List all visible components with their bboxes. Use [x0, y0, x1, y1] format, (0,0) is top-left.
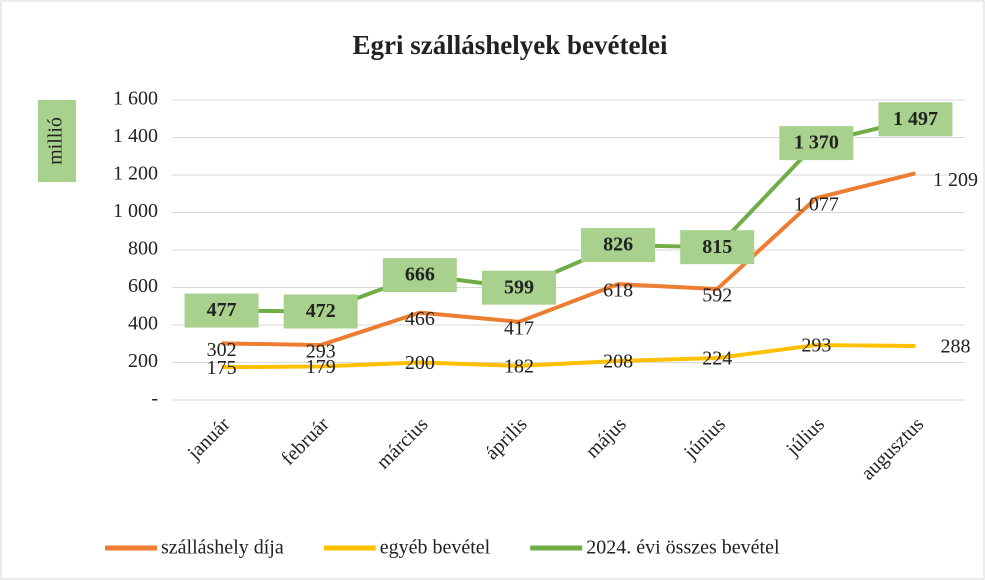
data-label: 466 [405, 308, 435, 330]
y-tick-label: 1 600 [113, 88, 158, 110]
data-label: 592 [702, 285, 732, 307]
data-label: 618 [603, 280, 633, 302]
data-label: 200 [405, 352, 435, 374]
data-label: 1 497 [893, 108, 938, 130]
y-tick-label: 600 [128, 275, 158, 297]
data-label: 477 [207, 299, 237, 321]
series-line [221, 171, 916, 348]
y-axis-label: millió [45, 117, 67, 165]
data-label: 288 [940, 336, 970, 358]
data-label: 182 [504, 355, 534, 377]
data-label: 666 [405, 264, 435, 286]
data-label: 826 [603, 234, 633, 256]
data-label: 179 [306, 356, 336, 378]
data-label-box [680, 230, 755, 265]
data-label-box [283, 294, 358, 329]
data-label-box [581, 228, 656, 263]
data-label: 1 370 [794, 132, 839, 154]
data-label: 224 [702, 348, 732, 370]
data-label: 1 209 [933, 169, 978, 191]
legend-label: szálláshely díja [161, 537, 284, 559]
y-tick-label: 200 [128, 350, 158, 372]
data-label-box [382, 258, 457, 293]
data-label: 815 [702, 236, 732, 258]
data-label-box [481, 270, 556, 305]
y-tick-label: 1 200 [113, 163, 158, 185]
chart-title: Egri szálláshelyek bevételei [353, 30, 668, 60]
y-label-box [38, 100, 76, 182]
legend-label: egyéb bevétel [380, 537, 491, 559]
y-tick-label: - [151, 388, 158, 410]
data-label: 175 [207, 357, 237, 379]
series-line [221, 343, 916, 370]
data-label: 293 [306, 341, 336, 363]
y-tick-label: 1 000 [113, 200, 158, 222]
legend-label: 2024. évi összes bevétel [586, 537, 780, 559]
y-tick-label: 400 [128, 313, 158, 335]
data-label: 293 [801, 335, 831, 357]
data-label: 599 [504, 276, 534, 298]
data-label: 302 [207, 339, 237, 361]
y-tick-label: 1 400 [113, 125, 158, 147]
data-label: 1 077 [794, 194, 839, 216]
data-label: 208 [603, 351, 633, 373]
data-label-box [878, 102, 953, 137]
data-label-box [184, 293, 259, 328]
data-label-box [779, 126, 854, 161]
data-label: 472 [306, 300, 336, 322]
data-label: 417 [504, 317, 534, 339]
y-tick-label: 800 [128, 238, 158, 260]
